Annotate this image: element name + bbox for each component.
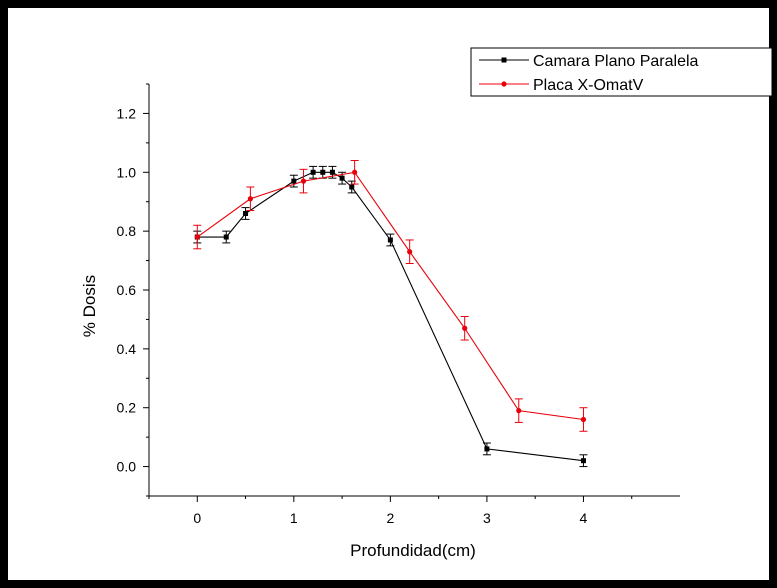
data-point [300, 178, 307, 184]
chart-series [193, 160, 588, 468]
y-tick-label: 1.0 [117, 164, 137, 180]
y-tick-label: 0.2 [117, 400, 137, 416]
legend: Camara Plano Paralela Placa X-OmatV [470, 47, 773, 97]
series-line [197, 171, 584, 462]
y-tick-label: 0.8 [117, 223, 137, 239]
y-tick-label: 0.6 [117, 282, 137, 298]
x-tick-label: 0 [193, 510, 201, 526]
y-axis-label: % Dosis [80, 275, 99, 337]
data-point [349, 184, 355, 190]
data-point [223, 234, 229, 240]
legend-box [470, 47, 773, 97]
data-point [484, 446, 490, 452]
legend-marker-placa [501, 81, 507, 87]
series-line [196, 171, 584, 421]
data-point [516, 408, 522, 414]
data-point [194, 234, 200, 240]
x-tick-label: 2 [386, 510, 394, 526]
data-point [462, 325, 468, 331]
x-tick-label: 4 [580, 510, 588, 526]
data-point [320, 169, 326, 175]
y-tick-label: 1.2 [117, 105, 137, 121]
series-placa-x-omatv [193, 160, 588, 432]
data-point [407, 249, 413, 255]
legend-label-placa: Placa X-OmatV [533, 77, 644, 94]
data-point [329, 169, 335, 175]
data-point [310, 169, 316, 175]
data-point [339, 175, 345, 181]
x-axis-label: Profundidad(cm) [350, 541, 476, 560]
x-tick-label: 1 [290, 510, 298, 526]
data-point [580, 416, 587, 423]
data-point [580, 458, 586, 464]
data-point [243, 210, 249, 216]
data-point [387, 237, 393, 243]
y-tick-label: 0.0 [117, 459, 137, 475]
x-tick-label: 3 [483, 510, 491, 526]
data-point [291, 178, 297, 184]
chart-axes: 0 1 2 3 4 0.0 0.2 0.4 0.6 0.8 1.0 1.2 [117, 83, 680, 526]
y-tick-label: 0.4 [117, 341, 137, 357]
legend-label-camara: Camara Plano Paralela [533, 53, 699, 70]
legend-marker-camara [501, 57, 507, 63]
data-point [352, 169, 358, 175]
series-camara-plano-paralela [193, 165, 588, 468]
data-point [247, 196, 253, 202]
